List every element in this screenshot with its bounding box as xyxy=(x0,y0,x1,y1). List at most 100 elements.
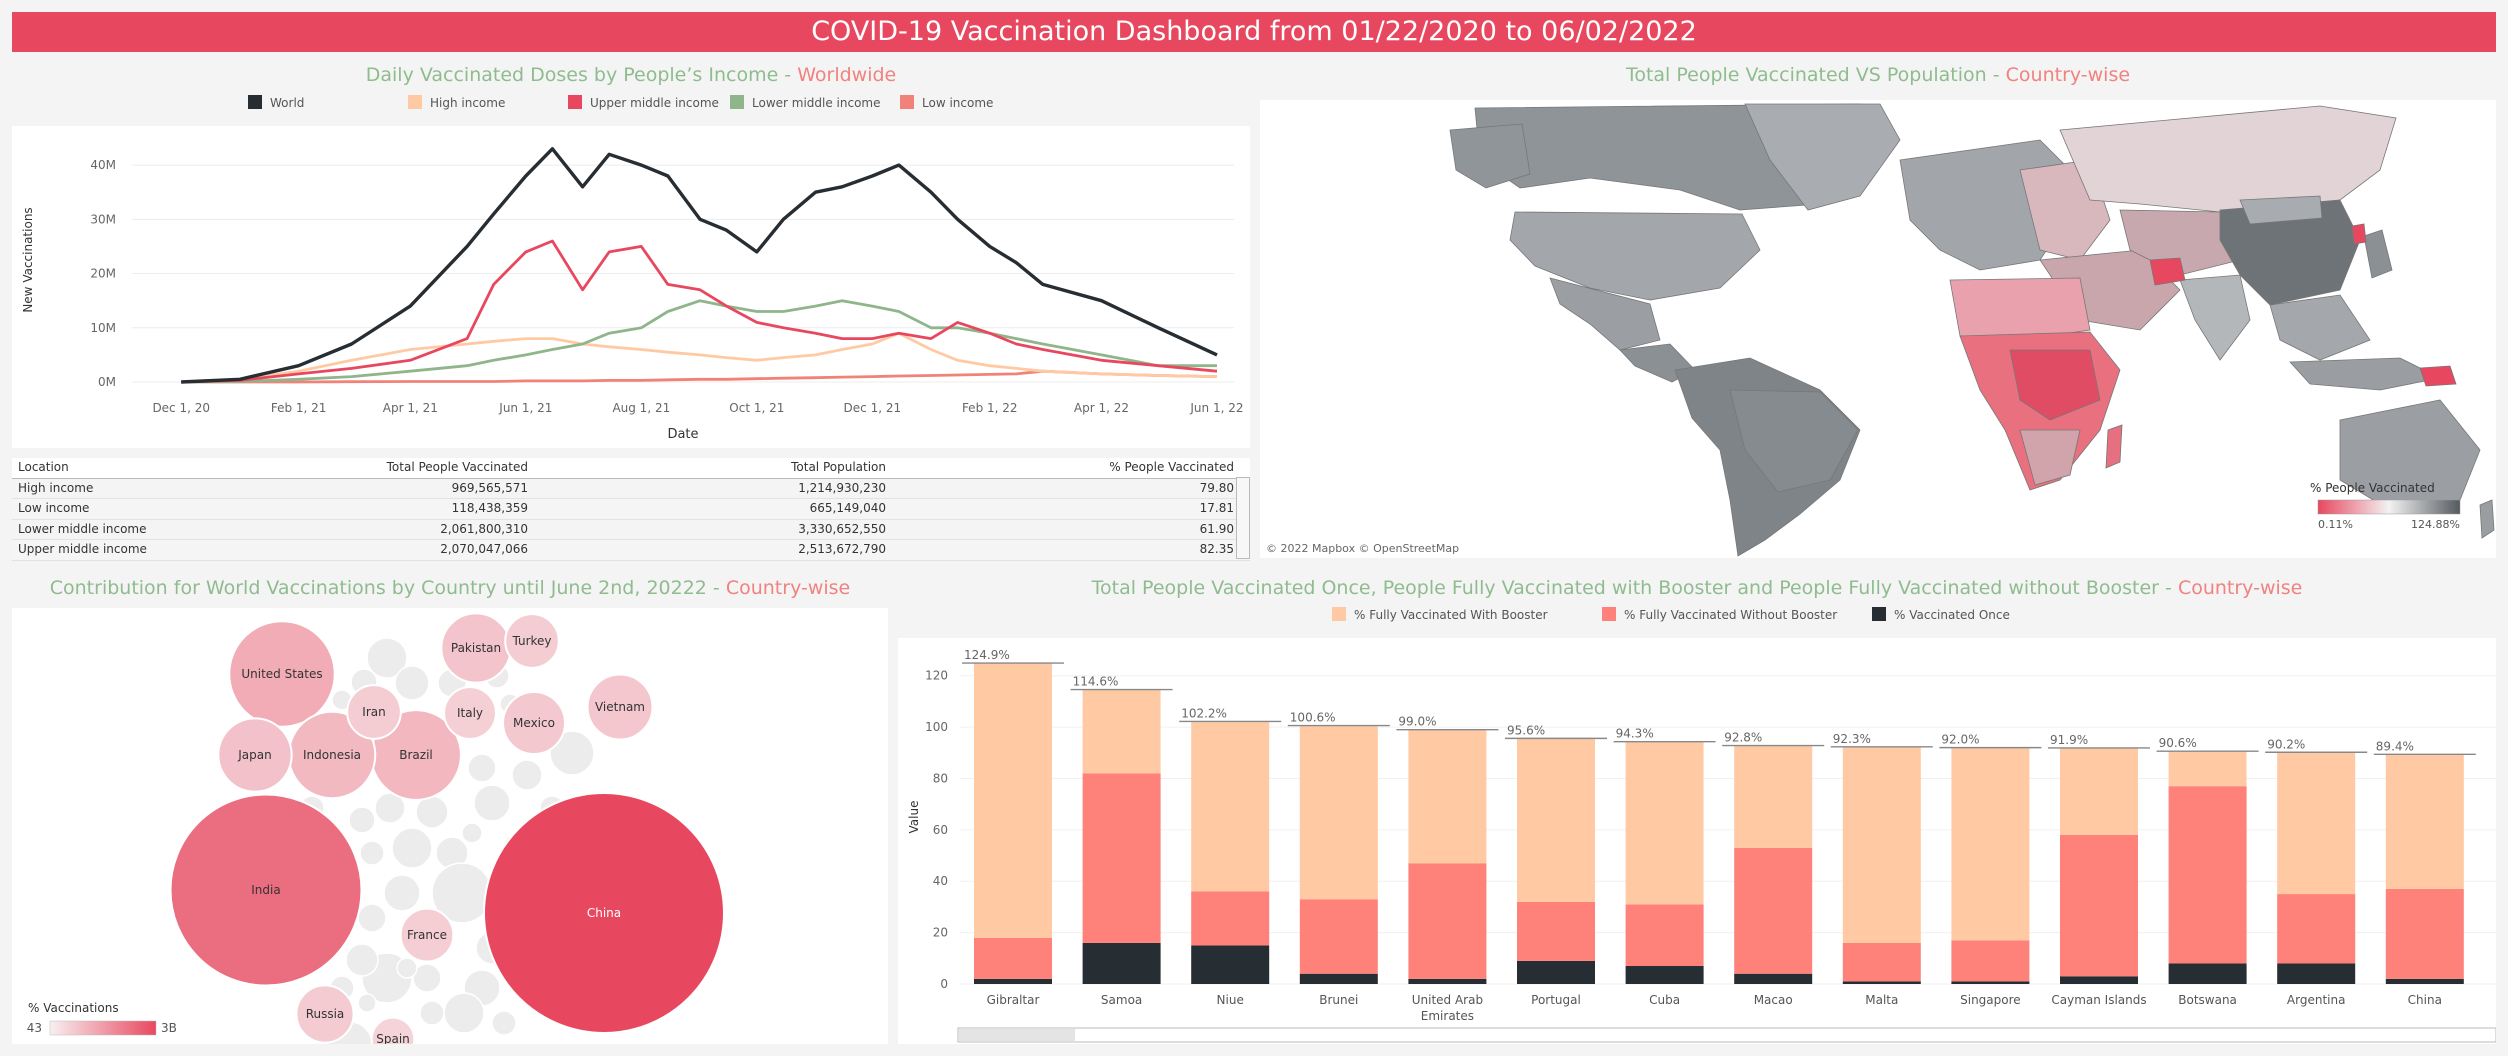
bar-segment-fully-vaccinated-with-booster[interactable] xyxy=(1082,689,1161,774)
map-region-papua-new-guinea[interactable] xyxy=(2419,365,2457,387)
bar-united-arab-emirates[interactable]: 99.0% United Arab Emirates xyxy=(1396,715,1499,1023)
bubble-pakistan[interactable]: Pakistan xyxy=(440,612,512,684)
bar-cayman-islands[interactable]: 91.9% Cayman Islands xyxy=(2048,733,2150,1007)
bubble-other[interactable] xyxy=(511,759,543,791)
bar-segment-fully-vaccinated-with-booster[interactable] xyxy=(2277,752,2356,895)
bubble-other[interactable] xyxy=(374,792,406,824)
map-region-southeast-asia[interactable] xyxy=(2269,294,2371,361)
bar-gibraltar[interactable]: 124.9% Gibraltar xyxy=(962,648,1064,1007)
line-series-low-income[interactable] xyxy=(181,369,1218,384)
bubble-china[interactable]: China xyxy=(483,792,725,1034)
bubble-italy[interactable]: Italy xyxy=(443,686,497,740)
table-scrollbar[interactable] xyxy=(1236,477,1250,559)
bubble-other[interactable] xyxy=(467,753,497,783)
bubble-other[interactable] xyxy=(443,992,485,1034)
map-region-india[interactable] xyxy=(2179,274,2251,361)
bar-malta[interactable]: 92.3% Malta xyxy=(1830,732,1933,1007)
bar-segment-vaccinated-once[interactable] xyxy=(2060,976,2138,984)
bar-segment-vaccinated-once[interactable] xyxy=(2277,963,2356,984)
legend-item-fully-vaccinated-without-booster[interactable]: % Fully Vaccinated Without Booster xyxy=(1602,607,1837,622)
bar-segment-fully-vaccinated-without-booster[interactable] xyxy=(2385,888,2464,979)
bar-niue[interactable]: 102.2% Niue xyxy=(1179,706,1282,1007)
map-region-mongolia[interactable] xyxy=(2239,195,2323,225)
bar-segment-fully-vaccinated-without-booster[interactable] xyxy=(1517,901,1595,961)
line-series-world[interactable] xyxy=(181,147,1218,384)
bar-botswana[interactable]: 90.6% Botswana xyxy=(2156,736,2259,1007)
bar-segment-fully-vaccinated-without-booster[interactable] xyxy=(2168,786,2247,964)
bar-segment-fully-vaccinated-without-booster[interactable] xyxy=(1951,940,2030,982)
map-region-afghanistan[interactable] xyxy=(2149,257,2186,286)
bar-segment-vaccinated-once[interactable] xyxy=(974,978,1052,984)
bar-segment-vaccinated-once[interactable] xyxy=(1625,966,1704,984)
bar-segment-vaccinated-once[interactable] xyxy=(1408,978,1487,984)
horizontal-scrollbar[interactable] xyxy=(957,1027,2497,1043)
bar-segment-vaccinated-once[interactable] xyxy=(1951,981,2030,984)
bar-segment-fully-vaccinated-without-booster[interactable] xyxy=(1734,847,1813,974)
bar-segment-fully-vaccinated-with-booster[interactable] xyxy=(2385,754,2464,889)
bubble-other[interactable] xyxy=(415,795,449,829)
bar-segment-vaccinated-once[interactable] xyxy=(1517,960,1595,984)
bar-segment-fully-vaccinated-without-booster[interactable] xyxy=(1408,863,1487,979)
bar-segment-fully-vaccinated-with-booster[interactable] xyxy=(974,663,1052,938)
scrollbar-thumb[interactable] xyxy=(959,1029,1075,1041)
bar-segment-vaccinated-once[interactable] xyxy=(1842,981,1921,984)
map-region-china[interactable] xyxy=(2219,199,2361,306)
line-series-upper-middle-income[interactable] xyxy=(181,239,1218,384)
legend-item-vaccinated-once[interactable]: % Vaccinated Once xyxy=(1872,607,2010,622)
bar-segment-fully-vaccinated-with-booster[interactable] xyxy=(1408,729,1487,864)
map-region-central-africa[interactable] xyxy=(2009,349,2101,421)
bubble-other[interactable] xyxy=(383,874,421,912)
bubble-other[interactable] xyxy=(396,957,418,979)
bubble-other[interactable] xyxy=(357,993,377,1013)
bar-segment-fully-vaccinated-with-booster[interactable] xyxy=(1625,741,1704,905)
bubble-other[interactable] xyxy=(549,730,595,776)
map-region-alaska[interactable] xyxy=(1449,123,1531,189)
bar-segment-fully-vaccinated-with-booster[interactable] xyxy=(1517,738,1595,902)
bar-samoa[interactable]: 114.6% Samoa xyxy=(1070,675,1173,1007)
bubble-vietnam[interactable]: Vietnam xyxy=(586,673,654,741)
bubble-other[interactable] xyxy=(419,1000,445,1026)
map-region-north-africa[interactable] xyxy=(1949,277,2091,341)
map-region-indonesia[interactable] xyxy=(2289,357,2442,391)
bubble-france[interactable]: France xyxy=(399,907,455,963)
bar-segment-vaccinated-once[interactable] xyxy=(1082,942,1161,984)
bar-china[interactable]: 89.4% China xyxy=(2373,739,2476,1007)
table-row[interactable]: Lower middle income 2,061,800,310 3,330,65… xyxy=(12,520,1250,540)
legend-item-lower-middle-income[interactable]: Lower middle income xyxy=(730,95,881,110)
table-row[interactable]: Low income 118,438,359 665,149,040 17.81 xyxy=(12,499,1250,520)
map-region-madagascar[interactable] xyxy=(2105,424,2123,469)
bar-singapore[interactable]: 92.0% Singapore xyxy=(1939,733,2042,1007)
bubble-other[interactable] xyxy=(491,1010,517,1036)
bubble-spain[interactable]: Spain xyxy=(370,1016,416,1056)
bubble-india[interactable]: India xyxy=(169,793,363,987)
table-row[interactable]: High income 969,565,571 1,214,930,230 79.80 xyxy=(12,479,1250,499)
bar-segment-fully-vaccinated-with-booster[interactable] xyxy=(1842,746,1921,943)
map-region-usa[interactable] xyxy=(1509,211,1761,301)
table-header-row[interactable]: Location Total People Vaccinated Total Pop… xyxy=(12,458,1250,479)
bar-segment-vaccinated-once[interactable] xyxy=(2385,978,2464,984)
bubble-united-states[interactable]: United States xyxy=(228,620,336,728)
bubble-other[interactable] xyxy=(359,840,385,866)
line-series-high-income[interactable] xyxy=(181,331,1218,384)
bubble-other[interactable] xyxy=(461,822,483,844)
bubble-other[interactable] xyxy=(412,963,442,993)
bubble-other[interactable] xyxy=(473,784,511,822)
bubble-iran[interactable]: Iran xyxy=(346,684,402,740)
bubble-other[interactable] xyxy=(394,665,430,701)
world-map[interactable]: © 2022 Mapbox © OpenStreetMap % People V… xyxy=(1260,100,2496,558)
bar-segment-fully-vaccinated-with-booster[interactable] xyxy=(1951,747,2030,941)
map-region-north-korea[interactable] xyxy=(2351,223,2367,245)
legend-item-high-income[interactable]: High income xyxy=(408,95,505,110)
bar-segment-fully-vaccinated-with-booster[interactable] xyxy=(1299,725,1378,900)
bar-segment-fully-vaccinated-with-booster[interactable] xyxy=(2060,747,2138,835)
table-row[interactable]: Upper middle income 2,070,047,066 2,513,67… xyxy=(12,540,1250,561)
bubble-other[interactable] xyxy=(345,943,379,977)
map-region-central-asia[interactable] xyxy=(2119,209,2241,276)
bubble-other[interactable] xyxy=(391,827,433,869)
bar-segment-fully-vaccinated-without-booster[interactable] xyxy=(974,937,1052,979)
bar-portugal[interactable]: 95.6% Portugal xyxy=(1505,723,1607,1007)
legend-item-world[interactable]: World xyxy=(248,95,304,110)
bar-segment-fully-vaccinated-without-booster[interactable] xyxy=(1299,899,1378,974)
bubble-mexico[interactable]: Mexico xyxy=(502,691,566,755)
bubble-japan[interactable]: Japan xyxy=(217,717,293,793)
